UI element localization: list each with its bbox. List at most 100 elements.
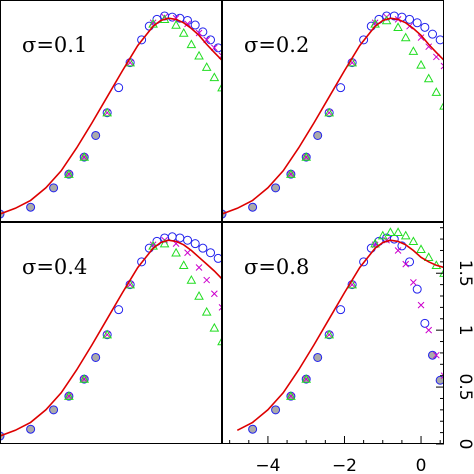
circle-marker [428, 350, 438, 360]
cross-marker [195, 29, 203, 37]
circle-marker [248, 202, 258, 212]
series-cross-markers [65, 236, 222, 400]
panel-label: σ=0.8 [244, 255, 309, 279]
model-curve [222, 17, 444, 215]
series-triangle-markers [286, 227, 444, 400]
model-curve [0, 17, 222, 215]
circle-marker [359, 35, 369, 45]
cross-marker [394, 247, 402, 254]
triangle-marker [385, 227, 396, 236]
cross-marker [287, 170, 295, 178]
cross-marker [218, 304, 222, 311]
triangle-marker [171, 247, 181, 257]
triangle-marker [79, 152, 90, 161]
circle-marker [114, 305, 124, 315]
circle-marker [175, 233, 185, 243]
y-tick-label: 0.5 [455, 374, 474, 401]
triangle-marker [178, 27, 189, 37]
triangle-marker [301, 374, 312, 383]
triangle-marker [186, 275, 197, 284]
series-triangle-markers [64, 238, 222, 400]
triangle-marker [102, 107, 113, 117]
cross-marker [195, 264, 203, 271]
cross-marker [325, 109, 333, 117]
triangle-marker [423, 252, 434, 261]
circle-marker [435, 35, 444, 45]
circle-marker [435, 375, 444, 385]
triangle-marker [324, 329, 335, 339]
triangle-marker [439, 100, 444, 110]
triangle-marker [217, 336, 222, 346]
cross-marker [410, 278, 417, 286]
triangle-marker [64, 391, 74, 400]
model-curve [0, 239, 222, 437]
panel-label: σ=0.1 [22, 33, 87, 57]
cross-marker [184, 249, 191, 257]
triangle-marker [393, 227, 403, 236]
circle-marker [248, 424, 258, 434]
circle-marker [313, 352, 323, 362]
cross-marker [425, 326, 433, 334]
circle-marker [206, 248, 216, 258]
triangle-marker [286, 391, 296, 400]
circle-marker [271, 405, 281, 415]
circle-marker [114, 83, 124, 93]
triangle-marker [431, 87, 442, 96]
triangle-marker [377, 230, 388, 240]
triangle-marker [64, 169, 74, 178]
triangle-marker [209, 72, 220, 82]
triangle-marker [400, 230, 411, 240]
circle-marker [190, 239, 200, 249]
panel-plot-area [0, 11, 222, 219]
triangle-marker [79, 374, 90, 383]
circle-marker [420, 318, 430, 328]
panels-layer: σ=0.1 σ=0.2 σ=0.4 σ=0.8 [0, 0, 444, 444]
circle-marker [359, 257, 369, 267]
circle-marker [420, 22, 430, 32]
triangle-marker [201, 62, 212, 71]
cross-marker [80, 153, 88, 161]
cross-marker [302, 375, 310, 383]
circle-marker [336, 83, 346, 93]
circle-marker [137, 257, 147, 267]
cross-marker [417, 301, 425, 309]
panel-plot-area [0, 232, 222, 441]
panel-2: σ=0.2 [222, 0, 444, 222]
circle-marker [405, 14, 415, 24]
triangle-marker [171, 20, 181, 29]
x-tick-label: −4 [255, 456, 280, 474]
triangle-marker [201, 306, 212, 316]
triangle-marker [194, 290, 204, 300]
circle-marker [26, 424, 36, 434]
series-cross-markers [287, 236, 444, 400]
panel-frame [0, 222, 222, 444]
y-tick-label: 1.5 [455, 260, 474, 287]
triangle-marker [408, 236, 419, 246]
circle-marker [26, 202, 36, 212]
series-triangle-markers [64, 14, 222, 178]
panel-frame [0, 0, 222, 222]
circle-marker [206, 35, 216, 45]
circle-marker [428, 29, 438, 39]
circle-marker [271, 183, 281, 193]
y-tick-label: 1 [455, 325, 474, 336]
series-triangle-markers [286, 15, 444, 178]
triangle-marker [186, 39, 197, 49]
panel-frame [222, 222, 444, 444]
triangle-marker [286, 169, 296, 178]
cross-marker [325, 331, 333, 339]
circle-marker [137, 35, 147, 45]
triangle-marker [324, 107, 335, 117]
circle-marker [183, 235, 193, 245]
circle-marker [91, 130, 101, 140]
panel-1: σ=0.1 [0, 0, 222, 222]
cross-marker [432, 351, 440, 359]
panel-frame [222, 0, 444, 222]
x-tick-label: −2 [332, 456, 357, 474]
cross-marker [417, 34, 425, 41]
axes-layer: −4 −2 0 0 0.5 1 1.5 [229, 227, 474, 474]
triangle-marker [102, 329, 113, 339]
cross-marker [402, 260, 410, 268]
triangle-marker [301, 152, 312, 161]
